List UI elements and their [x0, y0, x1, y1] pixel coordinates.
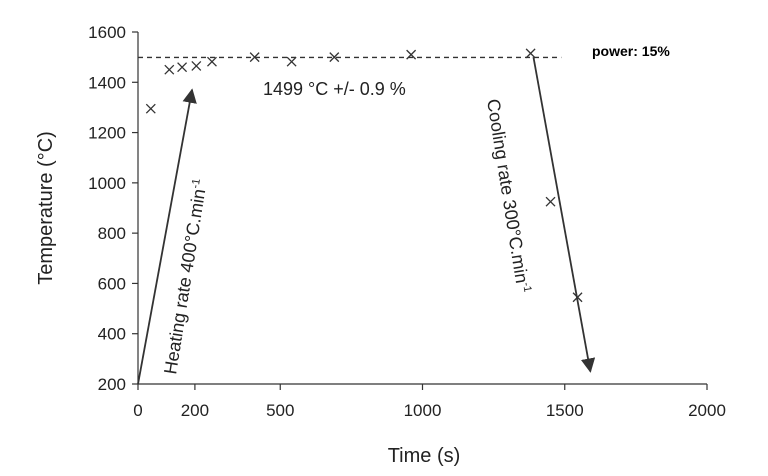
- x-tick-label: 1000: [404, 401, 442, 420]
- y-tick-label: 1000: [88, 174, 126, 193]
- data-point-stroke: [191, 60, 202, 71]
- data-point: [525, 48, 536, 59]
- data-point-stroke: [177, 62, 188, 73]
- data-point: [145, 103, 156, 114]
- heating-arrow: [137, 88, 197, 385]
- data-point: [545, 196, 556, 207]
- heating-annotation: Heating rate 400°C.min-1: [160, 178, 211, 376]
- data-point: [177, 62, 188, 73]
- data-point: [164, 64, 175, 75]
- data-point-stroke: [525, 48, 536, 59]
- x-tick-label: 0: [133, 401, 142, 420]
- y-tick-label: 1400: [88, 73, 126, 92]
- data-point-stroke: [545, 196, 556, 207]
- cooling-annotation: Cooling rate 300°C.min-1: [483, 97, 533, 294]
- y-tick-label: 600: [98, 274, 126, 293]
- data-point: [286, 56, 297, 67]
- data-point-stroke: [145, 103, 156, 114]
- y-tick-label: 1600: [88, 23, 126, 42]
- heating-annotation-superscript: -1: [189, 178, 202, 190]
- data-point-stroke: [249, 52, 260, 63]
- data-point: [406, 49, 417, 60]
- data-point-stroke: [286, 56, 297, 67]
- axes: 200 400 600 800 1000 1200 1400 1600 0 200 500 1000 1…: [88, 23, 726, 420]
- y-tick-label: 1200: [88, 124, 126, 143]
- heating-annotation-text: Heating rate 400°C.min: [160, 188, 209, 376]
- data-point: [207, 56, 217, 67]
- x-tick-label: 1500: [546, 401, 584, 420]
- cooling-annotation-text: Cooling rate 300°C.min: [483, 97, 532, 284]
- plateau-annotation: 1499 °C +/- 0.9 %: [263, 79, 406, 99]
- rate-arrows: [137, 56, 596, 385]
- data-point-stroke: [164, 64, 175, 75]
- y-tick-label: 200: [98, 375, 126, 394]
- cooling-arrow: [532, 56, 596, 373]
- cooling-annotation-superscript: -1: [520, 282, 533, 294]
- x-tick-label: 200: [181, 401, 209, 420]
- y-tick-label: 800: [98, 224, 126, 243]
- x-tick-label: 2000: [688, 401, 726, 420]
- data-point-stroke: [406, 49, 417, 60]
- y-axis-title: Temperature (°C): [35, 131, 57, 285]
- x-axis-title: Time (s): [388, 445, 461, 467]
- y-tick-label: 400: [98, 325, 126, 344]
- x-tick-label: 500: [266, 401, 294, 420]
- power-label: power: 15%: [592, 43, 670, 59]
- data-point-stroke: [207, 56, 217, 67]
- data-point: [191, 60, 202, 71]
- data-point-stroke: [329, 52, 340, 63]
- data-point: [329, 52, 340, 63]
- data-point: [249, 52, 260, 63]
